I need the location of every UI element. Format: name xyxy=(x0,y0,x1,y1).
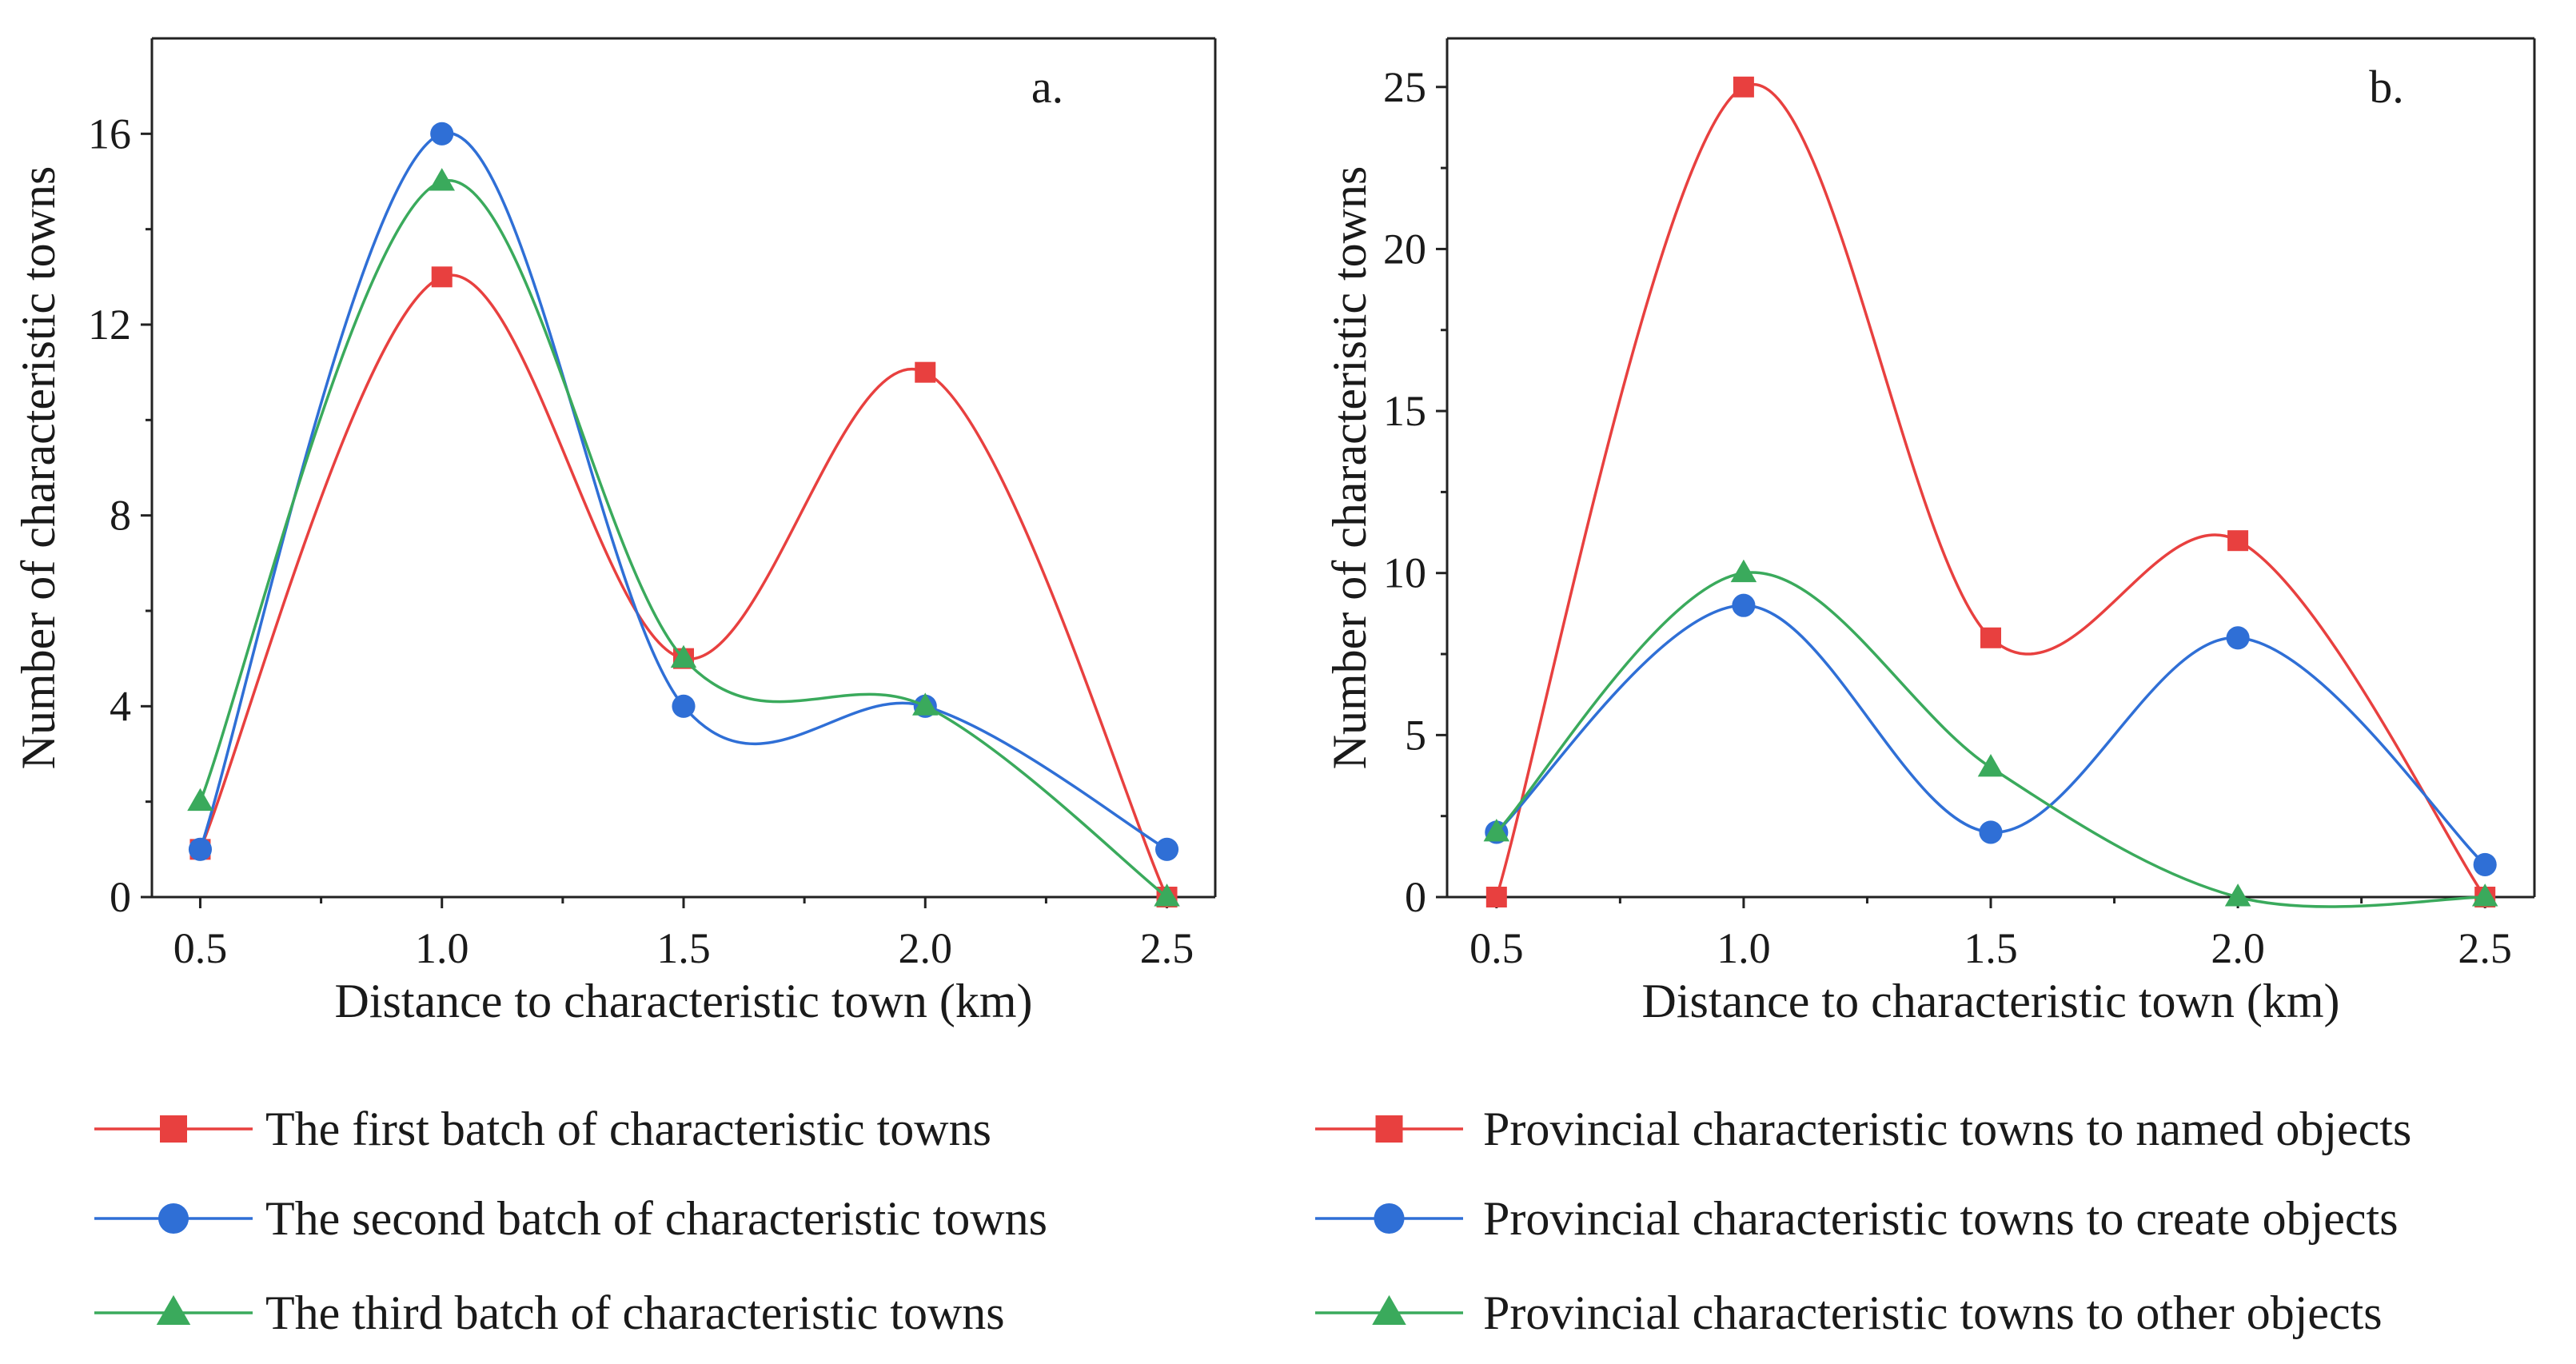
x-tick-label: 1.5 xyxy=(1964,924,2018,972)
data-point xyxy=(1980,627,2001,648)
y-tick-label: 0 xyxy=(110,873,131,921)
legend-label: The second batch of characteristic towns xyxy=(265,1192,1047,1245)
data-point xyxy=(2473,852,2497,877)
y-axis-title: Number of characteristic towns xyxy=(12,166,65,770)
x-tick-label: 2.5 xyxy=(1140,924,1194,972)
chart-panel-a: 0 4 8 12 16 0.5 1.0 1.5 2.0 2.5 Distance to charac… xyxy=(12,37,1217,1027)
series-circle xyxy=(1485,593,2497,877)
data-point xyxy=(1732,593,1756,617)
chart-panel-b: 0 5 10 15 20 25 0.5 1.0 1.5 2.0 2.5 Distance to cha… xyxy=(1323,37,2536,1027)
x-axis-title: Distance to characteristic town (km) xyxy=(335,975,1033,1027)
series-line xyxy=(198,273,1169,898)
data-point xyxy=(1733,76,1754,98)
x-axis-title: Distance to characteristic town (km) xyxy=(1642,975,2340,1027)
x-tick-label: 2.5 xyxy=(2458,924,2512,972)
y-tick-label: 4 xyxy=(110,682,131,730)
y-tick-label: 12 xyxy=(88,301,131,349)
data-point xyxy=(672,694,696,718)
series-triangle xyxy=(187,168,1180,907)
data-point xyxy=(1154,883,1180,907)
legend-label: The third batch of characteristic towns xyxy=(265,1286,1005,1339)
data-point xyxy=(1979,820,2003,844)
x-tick-label: 0.5 xyxy=(173,924,228,972)
x-tick-label: 0.5 xyxy=(1469,924,1524,972)
series-triangle xyxy=(1483,559,2498,908)
x-tick-label: 2.0 xyxy=(2211,924,2265,972)
data-point xyxy=(912,692,939,716)
data-point xyxy=(188,837,213,861)
y-tick-label: 8 xyxy=(110,492,131,540)
series-square xyxy=(1485,76,2496,907)
data-point xyxy=(187,788,213,812)
series-line xyxy=(198,179,1168,899)
series-line xyxy=(1495,571,2486,908)
panel-label: b. xyxy=(2369,61,2404,113)
x-tick-label: 1.5 xyxy=(656,924,711,972)
series-square xyxy=(189,266,1178,907)
data-point xyxy=(2227,530,2249,552)
data-point xyxy=(1483,819,1510,842)
legend-label: The first batch of characteristic towns xyxy=(265,1103,991,1155)
data-point xyxy=(2471,883,2498,907)
data-point xyxy=(1154,837,1179,861)
y-tick-label: 25 xyxy=(1383,63,1426,111)
legend-marker-square xyxy=(1375,1115,1403,1143)
data-point xyxy=(2224,883,2251,907)
y-tick-label: 16 xyxy=(88,110,131,158)
legend-label: Provincial characteristic towns to named… xyxy=(1483,1103,2411,1155)
y-tick-label: 15 xyxy=(1383,387,1426,435)
panel-label: a. xyxy=(1031,61,1063,113)
legend-marker-triangle xyxy=(1372,1294,1406,1325)
data-point xyxy=(670,644,697,668)
legend-marker-circle xyxy=(158,1202,189,1234)
data-point xyxy=(1977,753,2004,777)
series-circle xyxy=(188,122,1179,861)
data-point xyxy=(1485,887,1507,907)
legend-label: Provincial characteristic towns to other… xyxy=(1483,1286,2383,1339)
series-line xyxy=(198,131,1168,851)
x-tick-label: 1.0 xyxy=(415,924,469,972)
data-point xyxy=(915,361,936,383)
x-tick-label: 1.0 xyxy=(1717,924,1771,972)
x-tick-label: 2.0 xyxy=(899,924,953,972)
data-point xyxy=(431,266,453,288)
series-line xyxy=(1495,82,2486,898)
legend-marker-circle xyxy=(1374,1202,1405,1234)
data-point xyxy=(2226,626,2250,650)
legend-marker-square xyxy=(160,1115,187,1143)
data-point xyxy=(429,168,455,191)
y-tick-label: 20 xyxy=(1383,225,1426,273)
legend-label: Provincial characteristic towns to creat… xyxy=(1483,1192,2399,1245)
legend-a: The first batch of characteristic towns T… xyxy=(94,1103,1047,1339)
y-tick-label: 0 xyxy=(1405,873,1426,921)
y-tick-label: 5 xyxy=(1405,711,1426,759)
legend-marker-triangle xyxy=(156,1294,191,1325)
y-axis-title: Number of characteristic towns xyxy=(1323,166,1376,770)
legend-b: Provincial characteristic towns to named… xyxy=(1315,1103,2411,1339)
data-point xyxy=(430,122,454,146)
y-tick-label: 10 xyxy=(1383,549,1426,597)
data-point xyxy=(1730,559,1757,583)
